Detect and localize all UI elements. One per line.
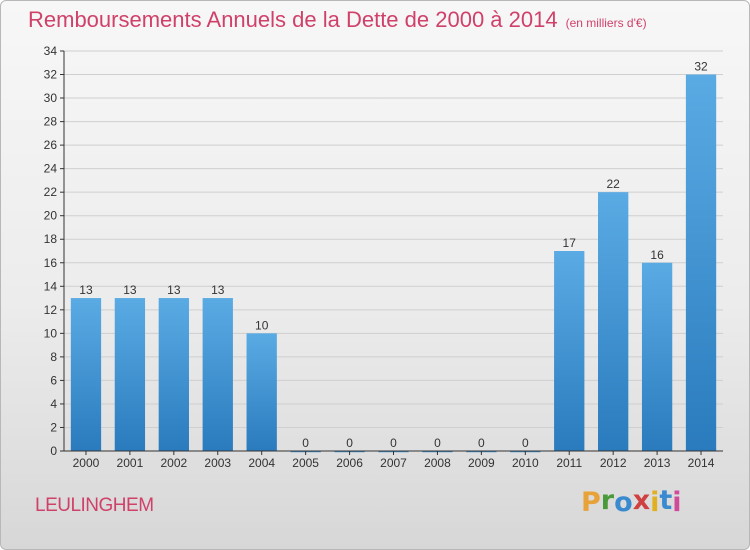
x-tick-label: 2014 xyxy=(688,456,715,470)
x-tick-label: 2012 xyxy=(600,456,627,470)
bar xyxy=(114,298,146,451)
y-tick-label: 34 xyxy=(44,44,58,58)
y-tick-label: 24 xyxy=(44,162,58,176)
y-tick-label: 6 xyxy=(50,373,57,387)
x-tick-label: 2008 xyxy=(424,456,451,470)
chart-title: Remboursements Annuels de la Dette de 20… xyxy=(28,7,647,33)
y-tick-label: 14 xyxy=(44,279,58,293)
bars: 13 13 13 13 10 0 0 0 0 0 0 17 22 16 32 xyxy=(70,60,717,453)
x-tick-label: 2000 xyxy=(73,456,100,470)
data-label: 0 xyxy=(522,436,529,450)
logo-letter: o xyxy=(614,487,633,518)
y-tick-label: 22 xyxy=(44,185,58,199)
y-tick-label: 30 xyxy=(44,91,58,105)
data-label: 32 xyxy=(694,60,708,74)
logo-letter: t xyxy=(659,485,673,516)
y-tick-label: 26 xyxy=(44,138,58,152)
data-label: 22 xyxy=(606,177,620,191)
x-tick-label: 2004 xyxy=(248,456,275,470)
data-label: 0 xyxy=(390,436,397,450)
y-tick-label: 10 xyxy=(44,326,58,340)
y-tick-label: 12 xyxy=(44,303,58,317)
bar xyxy=(598,192,629,452)
data-label: 13 xyxy=(79,283,93,297)
x-tick-label: 2003 xyxy=(204,456,231,470)
bar xyxy=(158,298,189,451)
data-label: 13 xyxy=(123,283,137,297)
x-tick-label: 2013 xyxy=(644,456,671,470)
data-label: 17 xyxy=(563,236,577,250)
bar xyxy=(554,251,585,451)
data-label: 0 xyxy=(478,436,485,450)
logo-letter: P xyxy=(581,487,601,518)
logo-letter: i xyxy=(650,487,660,518)
data-label: 13 xyxy=(211,283,225,297)
logo-letter: i xyxy=(672,487,682,518)
y-tick-label: 4 xyxy=(50,397,57,411)
x-tick-label: 2002 xyxy=(160,456,187,470)
x-tick-label: 2006 xyxy=(336,456,363,470)
bar xyxy=(246,333,277,451)
logo-letter: x xyxy=(632,485,651,516)
x-tick-label: 2010 xyxy=(512,456,539,470)
y-tick-label: 2 xyxy=(50,420,57,434)
x-tick-label: 2011 xyxy=(556,456,582,470)
y-tick-label: 32 xyxy=(44,68,58,82)
bar xyxy=(641,262,673,451)
x-tick-label: 2005 xyxy=(292,456,319,470)
y-tick-label: 20 xyxy=(44,209,58,223)
chart-title-text: Remboursements Annuels de la Dette de 20… xyxy=(28,7,558,32)
data-label: 16 xyxy=(650,248,664,262)
data-label: 0 xyxy=(346,436,353,450)
bar xyxy=(202,298,233,451)
bar xyxy=(70,298,102,451)
x-tick-label: 2007 xyxy=(380,456,407,470)
chart-unit: (en milliers d'€) xyxy=(565,16,647,30)
y-tick-label: 8 xyxy=(50,350,57,364)
y-tick-label: 16 xyxy=(44,256,58,270)
y-tick-label: 28 xyxy=(44,115,58,129)
proxiti-logo: Proxiti xyxy=(581,485,682,518)
commune-name: LEULINGHEM xyxy=(35,495,154,516)
y-tick-label: 18 xyxy=(44,232,58,246)
logo-letter: r xyxy=(600,485,615,516)
data-label: 0 xyxy=(434,436,441,450)
x-tick-label: 2001 xyxy=(117,456,144,470)
bar xyxy=(685,74,717,451)
data-label: 10 xyxy=(255,318,269,332)
x-tick-label: 2009 xyxy=(468,456,495,470)
data-label: 0 xyxy=(302,436,309,450)
data-label: 13 xyxy=(167,283,181,297)
y-tick-label: 0 xyxy=(50,444,57,458)
